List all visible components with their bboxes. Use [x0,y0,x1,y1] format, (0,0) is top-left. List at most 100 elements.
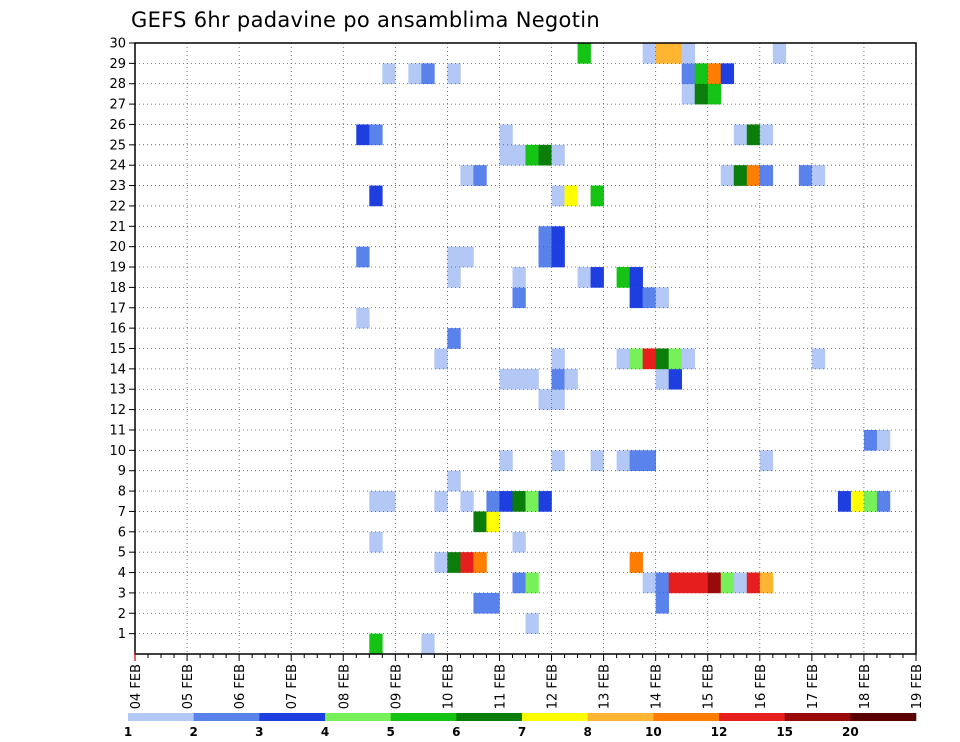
precip-cell [759,572,774,594]
x-tick-label: 08 FEB [337,664,352,709]
precip-cell [551,144,565,166]
precip-cell [421,633,435,655]
legend-label: 5 [386,725,394,739]
precip-cell [655,287,669,309]
precip-cell [551,368,565,390]
precip-cell [512,287,526,309]
y-tick-label: 20 [109,240,126,255]
precip-cell [577,43,591,64]
precip-cell [681,63,696,85]
precip-cell [356,307,370,329]
precip-cell [629,287,643,309]
precip-cell [525,144,539,166]
precip-cell [616,450,630,471]
y-tick-label: 14 [109,362,126,377]
precip-cell [746,165,761,186]
precip-cell [538,491,552,512]
precip-cell [707,572,722,594]
precip-cell [798,165,813,186]
precip-cell [655,592,669,614]
precip-cell [538,144,552,166]
precip-cell [772,43,787,64]
x-tick-label: 14 FEB [650,664,665,709]
x-tick-label: 11 FEB [493,664,508,709]
precip-cell [421,63,435,85]
precip-cell [668,43,682,64]
y-tick-label: 16 [109,322,126,337]
precip-cell [616,267,630,288]
precip-cell [369,124,383,146]
precip-cell [499,144,513,166]
y-tick-label: 15 [109,342,126,357]
precip-cell [694,63,709,85]
legend-swatch [456,713,523,721]
legend-swatch [325,713,391,721]
precip-cell [525,491,539,512]
precip-cell [681,83,696,105]
precip-cell [434,348,448,370]
precip-cell [512,572,526,594]
legend-swatch [193,713,260,721]
precip-cell [668,572,682,594]
x-tick-label: 04 FEB [129,664,144,709]
x-tick-label: 19 FEB [910,664,925,709]
precip-cell [551,246,565,268]
precip-cell [486,592,500,614]
y-tick-label: 30 [109,37,126,52]
y-tick-label: 12 [109,403,126,418]
y-tick-label: 2 [118,607,126,622]
precip-cell [356,124,370,146]
precip-cell [759,124,774,146]
precip-cell [434,491,448,512]
precip-cell [525,572,539,594]
legend-swatch [259,713,326,721]
precip-cell [369,185,383,207]
precip-cell [655,43,669,64]
legend-label: 15 [776,725,793,739]
color-legend: 1 2 3 4 5 6 7 8 10 12 15 20 [124,713,917,739]
precip-cell [551,226,565,247]
precip-cell [460,491,474,512]
x-tick-label: 12 FEB [546,664,561,709]
x-tick-label: 06 FEB [233,664,248,709]
precip-cell [408,63,422,85]
precip-cell [655,572,669,594]
precip-cell [447,552,461,573]
precip-cell [759,450,774,471]
y-tick-label: 4 [118,566,126,581]
precip-cell [499,124,513,146]
precip-cell [512,144,526,166]
y-tick-label: 24 [109,159,126,174]
precip-cell [746,572,761,594]
precip-cell [460,246,474,268]
precip-cell [564,368,578,390]
precip-cell [733,165,748,186]
precip-cell [850,491,865,512]
precip-cell [460,165,474,186]
y-tick-label: 3 [118,586,126,601]
precip-cell [512,531,526,553]
precip-cell [655,348,669,370]
legend-label: 2 [189,725,197,739]
y-tick-label: 26 [109,118,126,133]
x-tick-label: 07 FEB [285,664,300,709]
x-tick-label: 17 FEB [806,664,821,709]
precip-cell [486,511,500,533]
precip-cell [590,267,604,288]
y-tick-label: 11 [109,423,126,438]
precip-cell [499,450,513,471]
legend-swatch [850,713,917,721]
precip-cell [629,348,643,370]
x-tick-label: 15 FEB [702,664,717,709]
legend-label: 20 [842,725,859,739]
precip-cell [499,491,513,512]
x-tick-label: 10 FEB [441,664,456,709]
legend-swatch [128,713,194,721]
precip-cell [525,368,539,390]
precip-cell [473,592,487,614]
y-tick-label: 22 [109,199,126,214]
precip-cell [876,429,891,451]
y-tick-label: 9 [118,464,126,479]
precip-cell [369,531,383,553]
